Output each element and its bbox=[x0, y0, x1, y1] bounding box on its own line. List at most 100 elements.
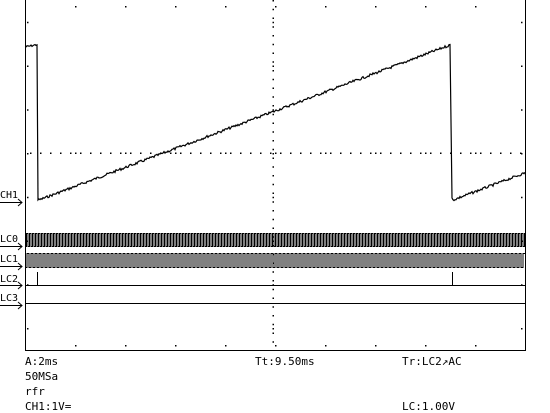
grid-dot bbox=[272, 280, 274, 282]
grid-dot bbox=[272, 236, 274, 238]
grid-dot bbox=[325, 152, 327, 154]
grid-dot bbox=[280, 152, 282, 154]
grid-dot bbox=[521, 196, 523, 199]
lc3-label: LC3 bbox=[0, 293, 18, 304]
grid-dot bbox=[330, 152, 332, 154]
grid-dot bbox=[27, 328, 29, 330]
grid-dot bbox=[170, 152, 172, 154]
grid-dot bbox=[225, 152, 227, 154]
grid-dot bbox=[510, 152, 512, 154]
channel-markers bbox=[0, 198, 23, 310]
grid-dot bbox=[390, 152, 392, 154]
grid-dot bbox=[272, 122, 274, 124]
grid-dot bbox=[375, 345, 377, 347]
grid-dot bbox=[272, 227, 274, 229]
grid-dot bbox=[27, 109, 29, 111]
grid-dot bbox=[430, 152, 432, 154]
grid-dot bbox=[190, 152, 192, 154]
grid-dot bbox=[272, 52, 274, 54]
mode: rfr bbox=[25, 385, 45, 398]
grid-dot bbox=[70, 152, 72, 154]
grid-dot bbox=[272, 323, 274, 326]
graticule-dots bbox=[27, 0, 523, 347]
grid-dot bbox=[272, 210, 274, 212]
grid-dot bbox=[275, 345, 277, 347]
grid-dot bbox=[425, 152, 427, 154]
grid-dot bbox=[272, 0, 274, 2]
grid-dot bbox=[272, 35, 274, 37]
grid-dot bbox=[272, 105, 274, 107]
lc1-trace bbox=[25, 253, 525, 268]
grid-dot bbox=[260, 152, 262, 154]
grid-dot bbox=[272, 70, 274, 72]
grid-dot bbox=[272, 26, 274, 28]
grid-dot bbox=[27, 153, 29, 155]
grid-dot bbox=[272, 183, 274, 186]
grid-dot bbox=[440, 152, 442, 154]
grid-dot bbox=[272, 288, 274, 291]
grid-dot bbox=[420, 152, 422, 154]
grid-dot bbox=[150, 152, 152, 154]
grid-dot bbox=[90, 152, 92, 154]
grid-dot bbox=[75, 152, 77, 154]
grid-dot bbox=[400, 152, 402, 154]
grid-dot bbox=[272, 61, 274, 63]
grid-dot bbox=[100, 152, 102, 154]
grid-dot bbox=[272, 218, 274, 221]
grid-dot bbox=[475, 6, 477, 8]
grid-dot bbox=[500, 152, 502, 154]
grid-dot bbox=[230, 152, 232, 154]
ch1-scale: CH1:1V= bbox=[25, 400, 72, 413]
grid-dot bbox=[27, 196, 29, 199]
grid-dot bbox=[480, 152, 482, 154]
grid-dot bbox=[175, 152, 177, 154]
grid-dot bbox=[200, 152, 202, 154]
lc2-trace bbox=[25, 272, 525, 286]
grid-dot bbox=[272, 245, 274, 247]
grid-dot bbox=[110, 152, 112, 154]
grid-dot bbox=[272, 196, 274, 199]
grid-dot bbox=[272, 332, 274, 334]
grid-dot bbox=[272, 96, 274, 98]
trigger-time: Tt:9.50ms bbox=[255, 355, 315, 368]
grid-dot bbox=[272, 240, 274, 242]
grid-dot bbox=[272, 17, 274, 19]
grid-dot bbox=[272, 21, 274, 24]
grid-dot bbox=[125, 6, 127, 8]
grid-dot bbox=[175, 345, 177, 347]
grid-dot bbox=[521, 153, 523, 155]
grid-dot bbox=[375, 152, 377, 154]
ch1-waveform bbox=[24, 43, 526, 202]
grid-dot bbox=[370, 152, 372, 154]
grid-dot bbox=[60, 152, 62, 154]
ch1-marker bbox=[0, 198, 23, 207]
grid-dot bbox=[320, 152, 322, 154]
grid-dot bbox=[272, 157, 274, 159]
grid-dot bbox=[125, 345, 127, 347]
grid-dot bbox=[240, 152, 242, 154]
lc2-label: LC2 bbox=[0, 274, 18, 285]
grid-dot bbox=[75, 6, 77, 8]
grid-dot bbox=[272, 315, 274, 317]
grid-dot bbox=[272, 166, 274, 168]
sample-rate: 50MSa bbox=[25, 370, 58, 383]
grid-dot bbox=[520, 152, 522, 154]
grid-dot bbox=[475, 345, 477, 347]
grid-dot bbox=[521, 65, 523, 67]
grid-dot bbox=[350, 152, 352, 154]
grid-dot bbox=[225, 345, 227, 347]
lc2-marker bbox=[0, 281, 23, 290]
grid-dot bbox=[360, 152, 362, 154]
grid-dot bbox=[272, 8, 274, 11]
grid-dot bbox=[521, 21, 523, 24]
grid-dot bbox=[272, 153, 274, 155]
grid-dot bbox=[220, 152, 222, 154]
grid-dot bbox=[325, 6, 327, 8]
grid-dot bbox=[225, 6, 227, 8]
grid-dot bbox=[27, 65, 29, 67]
grid-dot bbox=[460, 152, 462, 154]
grid-dot bbox=[125, 152, 127, 154]
grid-dot bbox=[272, 148, 274, 151]
